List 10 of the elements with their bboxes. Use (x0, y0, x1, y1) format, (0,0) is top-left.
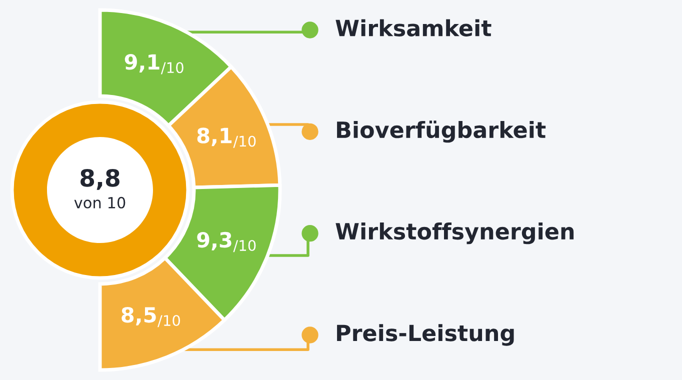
data-label: 9,1$_{/10}$ (124, 54, 184, 74)
data-label: 8,5$_{/10}$ (122, 306, 180, 328)
category-label: Wirksamkeit (336, 19, 492, 36)
data-label: 9,3$_{/10}$ (197, 232, 256, 252)
data-label: 8,1$_{/10}$ (197, 128, 256, 148)
category-label: Wirkstoffsynergien (336, 222, 574, 244)
category-label: Preis-Leistung (337, 324, 514, 346)
category-label: Bioverfügbarkeit (337, 120, 546, 143)
text: 8,8 (80, 168, 120, 190)
text: von 10 (74, 196, 126, 208)
